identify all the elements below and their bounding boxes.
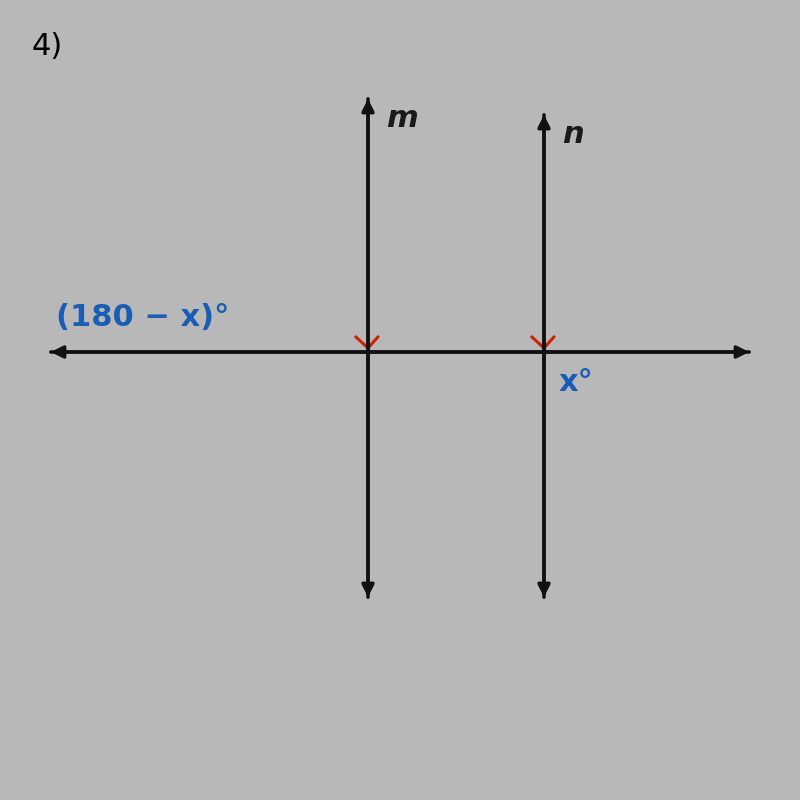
- Text: 4): 4): [32, 32, 63, 61]
- Text: (180 − x)°: (180 − x)°: [56, 303, 230, 332]
- Text: m: m: [386, 104, 418, 133]
- Text: x°: x°: [558, 368, 593, 397]
- Text: n: n: [562, 120, 583, 149]
